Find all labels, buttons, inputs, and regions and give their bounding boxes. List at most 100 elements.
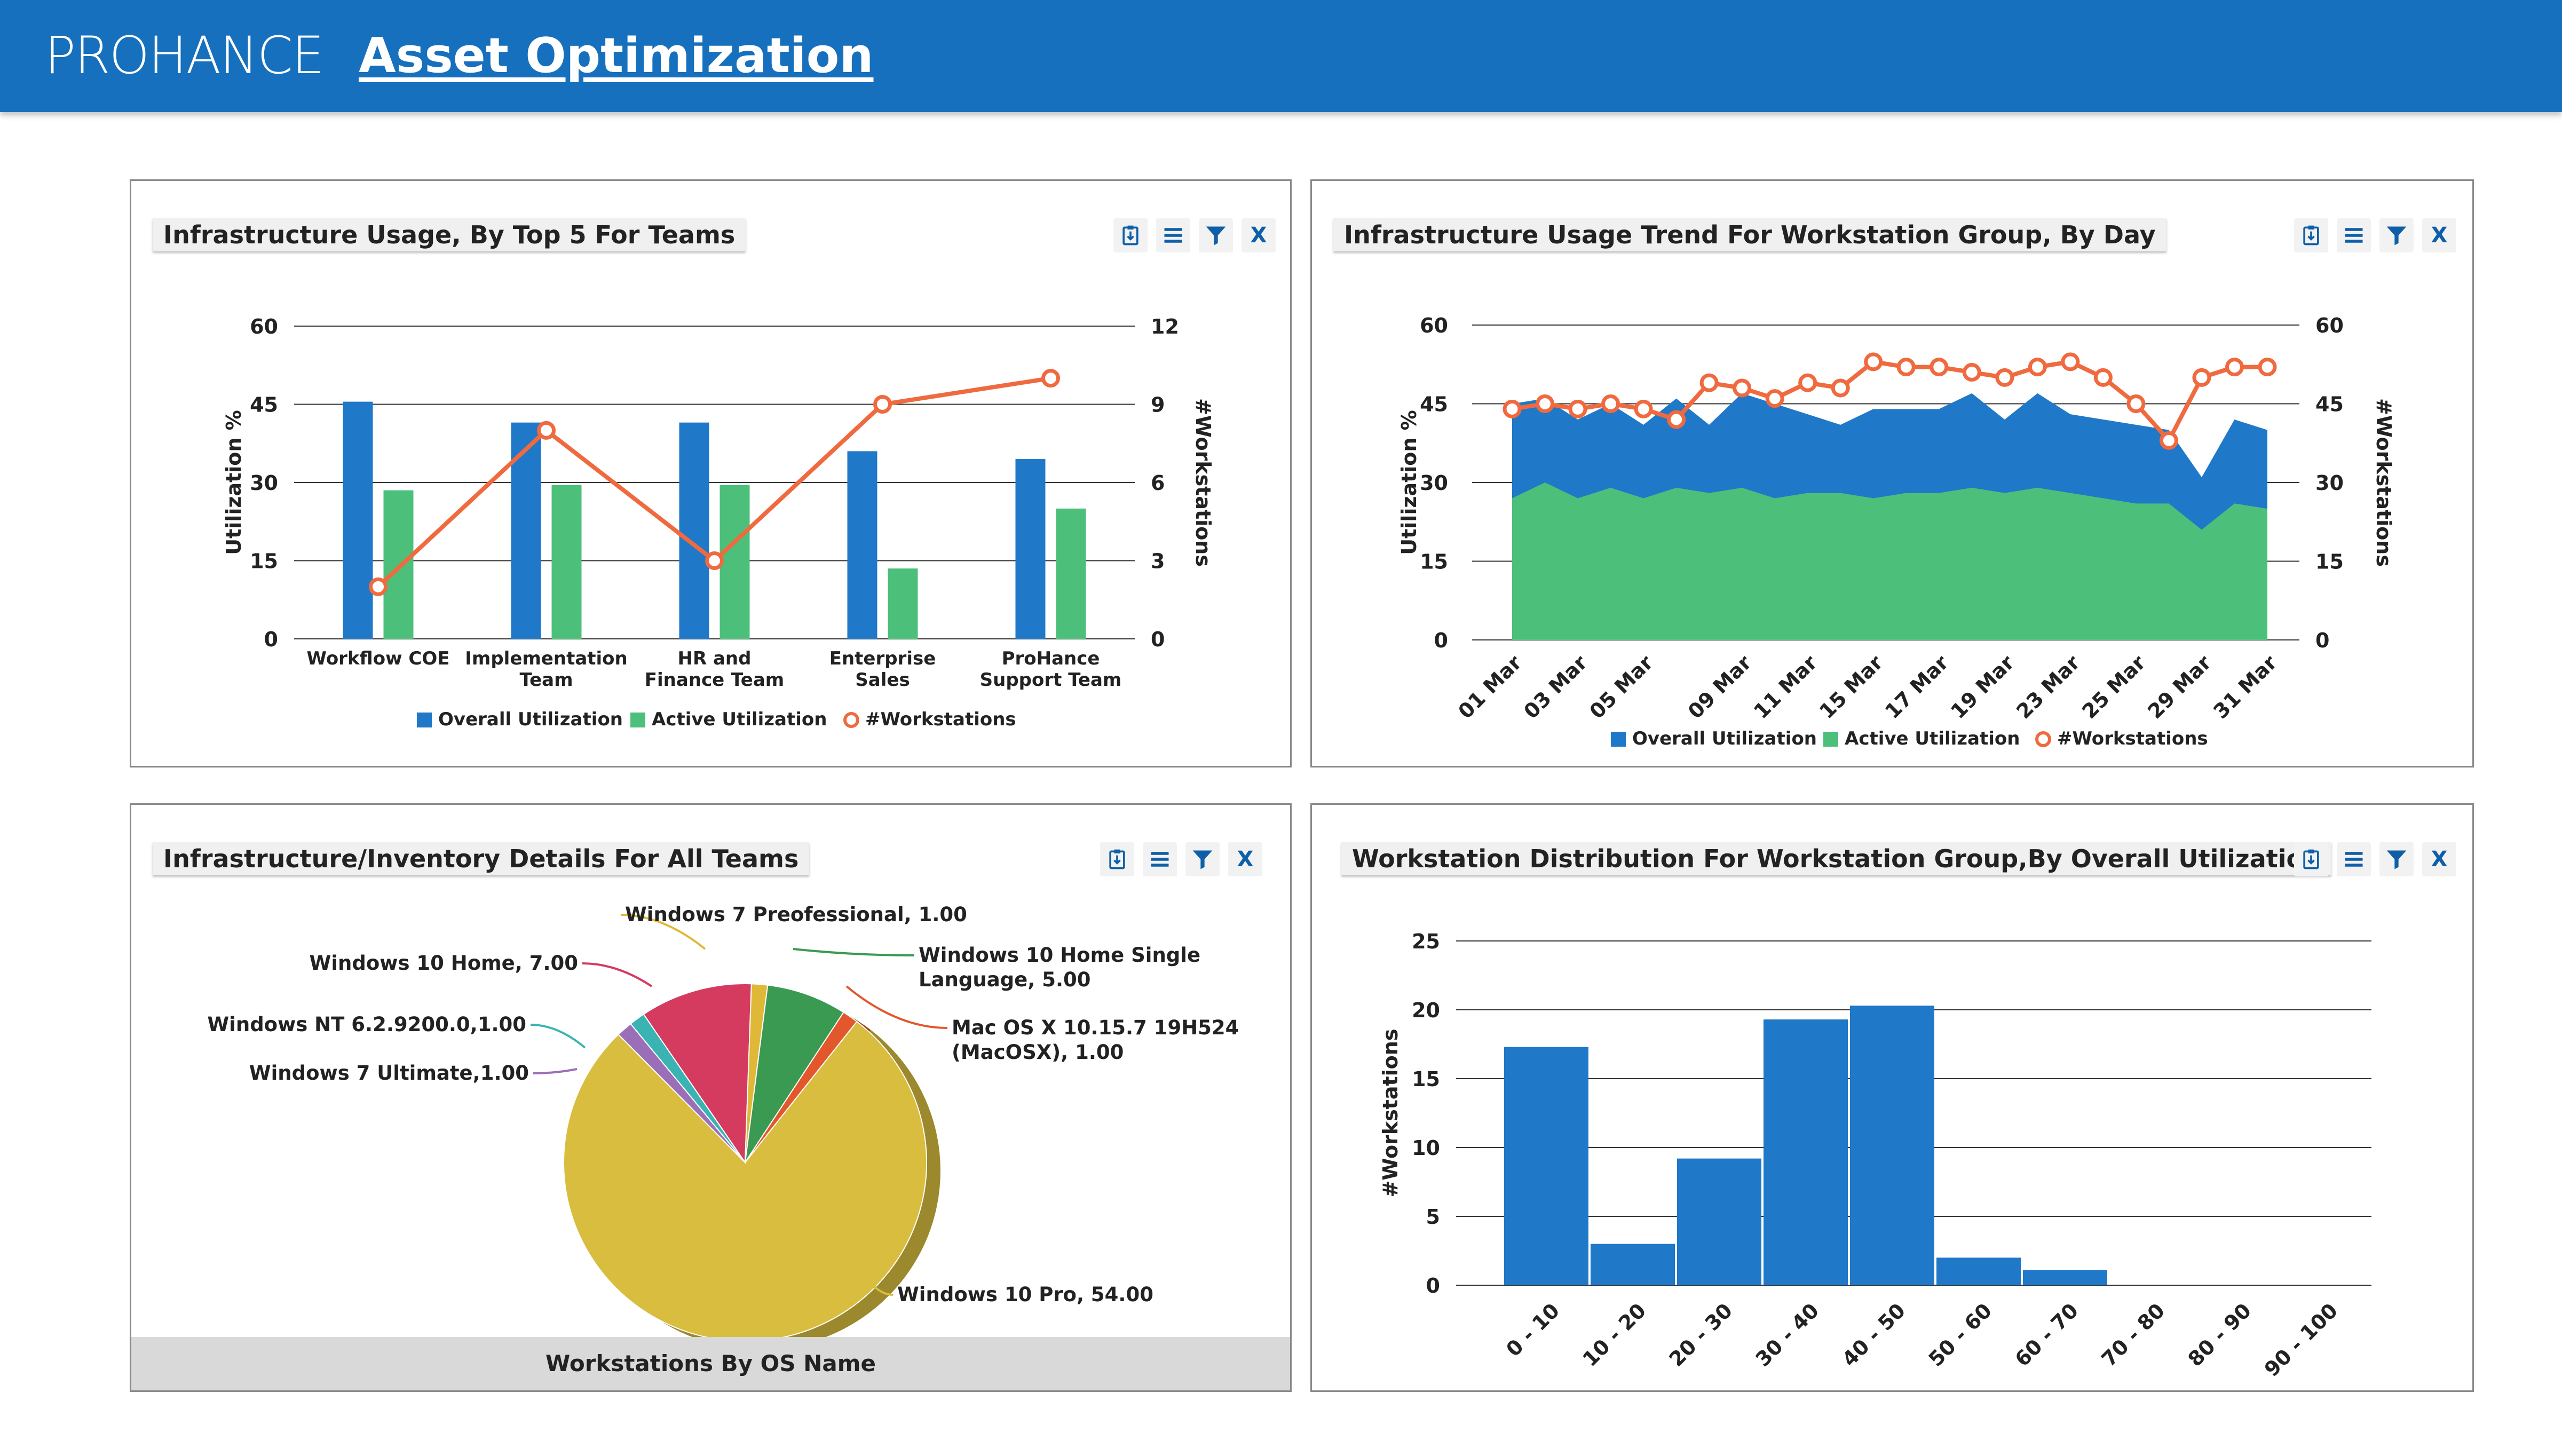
- point-workstations: [1733, 378, 1752, 398]
- filter-icon[interactable]: [2379, 842, 2414, 876]
- x-tick-label: Implementation: [465, 648, 628, 669]
- panel-title: Infrastructure Usage Trend For Workstati…: [1333, 218, 2166, 251]
- x-tick-label: Team: [519, 669, 573, 691]
- legend-label: Overall Utilization: [438, 709, 623, 730]
- y-right-axis-label: #Workstations: [2372, 398, 2395, 567]
- histogram-bar: [1591, 1244, 1675, 1285]
- x-tick-label: Support Team: [980, 669, 1122, 691]
- point-workstations: [1568, 399, 1587, 418]
- point-workstations: [1503, 399, 1522, 418]
- point-workstations: [1831, 378, 1850, 398]
- menu-icon[interactable]: [2337, 842, 2371, 876]
- export-icon[interactable]: [1100, 842, 1134, 876]
- point-workstations: [1667, 410, 1686, 429]
- filter-icon[interactable]: [1199, 218, 1233, 252]
- close-icon[interactable]: X: [1228, 842, 1262, 876]
- point-workstations: [2258, 358, 2277, 377]
- page-title[interactable]: Asset Optimization: [359, 28, 874, 84]
- y-right-tick-label: 30: [2315, 471, 2344, 495]
- panel-top5-teams: Infrastructure Usage, By Top 5 For Teams…: [130, 179, 1292, 767]
- x-tick-label: 29 Mar: [2143, 651, 2216, 723]
- menu-icon[interactable]: [1143, 842, 1177, 876]
- y-tick-label: 45: [250, 393, 278, 417]
- y-axis-label: #Workstations: [1379, 1029, 1402, 1198]
- bar-active: [1056, 508, 1086, 639]
- y-right-tick-label: 12: [1151, 315, 1179, 338]
- chart-distribution-histogram: 0 5 10 15 20 25 #Workstations 0 - 10 10 - 20 20 -…: [1379, 930, 2371, 1381]
- pie-label: Windows 10 Home, 7.00: [310, 952, 578, 975]
- close-icon[interactable]: X: [2422, 218, 2456, 252]
- panel-inventory-details: Infrastructure/Inventory Details For All…: [130, 803, 1292, 1392]
- export-icon[interactable]: [1113, 218, 1148, 252]
- point-workstations: [2093, 368, 2113, 387]
- point-workstations: [2061, 352, 2080, 371]
- point-workstations: [369, 577, 388, 596]
- panel-toolbar: X: [1113, 218, 1276, 252]
- close-icon[interactable]: X: [2422, 842, 2456, 876]
- point-workstations: [1962, 363, 1981, 382]
- menu-icon[interactable]: [2337, 218, 2371, 252]
- y-tick-label: 0: [1426, 1274, 1440, 1297]
- filter-icon[interactable]: [2379, 218, 2414, 252]
- pie-label: Windows 7 Preofessional, 1.00: [625, 903, 967, 926]
- legend-swatch: [630, 713, 645, 727]
- histogram-bar: [1677, 1158, 1761, 1285]
- y-tick-label: 25: [1412, 930, 1440, 953]
- y-right-tick-label: 60: [2315, 314, 2344, 337]
- x-tick-label: 20 - 30: [1665, 1299, 1737, 1371]
- panel-title: Infrastructure/Inventory Details For All…: [153, 842, 810, 875]
- legend-label: Overall Utilization: [1632, 728, 1817, 749]
- x-tick-label: 23 Mar: [2012, 651, 2084, 723]
- point-workstations: [2126, 394, 2146, 413]
- x-tick-label: 09 Mar: [1683, 651, 1756, 723]
- panel-toolbar: X: [2294, 218, 2456, 252]
- pie-connector: [620, 914, 706, 950]
- x-tick-label: 03 Mar: [1519, 651, 1592, 723]
- y-tick-label: 10: [1412, 1136, 1440, 1160]
- x-tick-label: 15 Mar: [1815, 651, 1887, 723]
- y-tick-label: 20: [1412, 999, 1440, 1022]
- x-tick-label: 0 - 10: [1501, 1299, 1564, 1361]
- pie-footer: Workstations By OS Name: [131, 1337, 1290, 1390]
- panel-toolbar: X: [1100, 842, 1262, 876]
- y-tick-label: 15: [1420, 550, 1448, 574]
- bar-overall: [343, 401, 373, 639]
- y-tick-label: 15: [250, 550, 278, 573]
- y-tick-label: 0: [264, 628, 278, 651]
- legend-swatch: [1611, 732, 1626, 747]
- legend-label: Active Utilization: [652, 709, 827, 730]
- panel-title: Infrastructure Usage, By Top 5 For Teams: [153, 218, 746, 251]
- y-right-axis-label: #Workstations: [1191, 398, 1215, 567]
- histogram-bar: [2023, 1270, 2107, 1285]
- pie-slice: [563, 1020, 927, 1339]
- y-tick-label: 30: [1420, 471, 1448, 495]
- pie-slice: [643, 983, 752, 1165]
- y-right-tick-label: 15: [2315, 550, 2344, 574]
- x-tick-label: 31 Mar: [2209, 651, 2281, 723]
- menu-icon[interactable]: [1156, 218, 1190, 252]
- x-tick-label: 40 - 50: [1838, 1299, 1910, 1371]
- bar-overall: [1015, 459, 1046, 639]
- panel-usage-trend: Infrastructure Usage Trend For Workstati…: [1310, 179, 2474, 767]
- pie-connector: [845, 985, 948, 1029]
- close-icon[interactable]: X: [1242, 218, 1276, 252]
- pie-connector: [793, 948, 915, 956]
- x-tick-label: 17 Mar: [1880, 651, 1953, 723]
- point-workstations: [1896, 358, 1916, 377]
- export-icon[interactable]: [2294, 842, 2328, 876]
- filter-icon[interactable]: [1185, 842, 1220, 876]
- pie-label: Windows 7 Ultimate,1.00: [249, 1062, 529, 1085]
- point-workstations: [1536, 394, 1555, 413]
- x-tick-label: 05 Mar: [1585, 651, 1657, 723]
- y-right-tick-label: 0: [2315, 629, 2329, 652]
- y-tick-label: 60: [1420, 314, 1448, 337]
- export-icon[interactable]: [2294, 218, 2328, 252]
- bar-active: [719, 485, 750, 639]
- point-workstations: [1995, 368, 2014, 387]
- y-right-tick-label: 3: [1151, 550, 1165, 573]
- legend-swatch: [2035, 731, 2051, 747]
- point-workstations: [537, 421, 556, 440]
- x-tick-label: 10 - 20: [1578, 1299, 1651, 1371]
- y-tick-label: 0: [1434, 629, 1448, 652]
- point-workstations: [1699, 373, 1719, 392]
